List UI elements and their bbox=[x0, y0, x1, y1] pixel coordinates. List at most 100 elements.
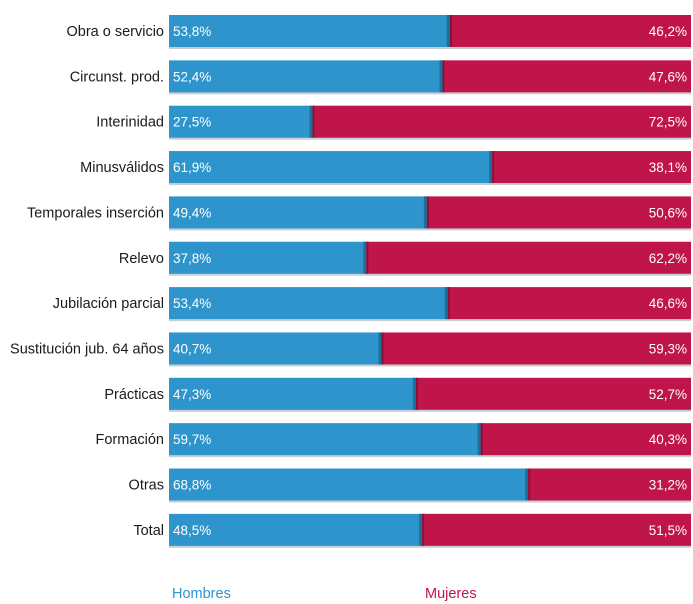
bar-hombres-edge bbox=[419, 513, 423, 546]
bar-hombres-edge bbox=[477, 423, 481, 456]
bar-mujeres bbox=[528, 468, 691, 501]
value-label-mujeres: 72,5% bbox=[649, 115, 687, 130]
value-label-hombres: 27,5% bbox=[173, 115, 211, 130]
bar-mujeres bbox=[312, 105, 691, 138]
value-label-hombres: 53,4% bbox=[173, 296, 211, 311]
bar-mujeres-edge bbox=[312, 105, 315, 138]
value-label-mujeres: 51,5% bbox=[649, 523, 687, 538]
category-label: Total bbox=[133, 523, 164, 539]
bar-hombres bbox=[169, 196, 427, 229]
bar-shadow bbox=[169, 454, 691, 458]
bar-hombres bbox=[169, 377, 416, 410]
category-label: Minusválidos bbox=[80, 160, 164, 176]
bar-hombres-edge bbox=[489, 151, 493, 184]
bar-hombres bbox=[169, 241, 367, 274]
category-label: Jubilación parcial bbox=[53, 296, 164, 312]
bar-row: Interinidad 27,5% 72,5% bbox=[96, 105, 691, 140]
bar-mujeres bbox=[492, 151, 691, 184]
bar-shadow bbox=[169, 499, 691, 503]
bar-shadow bbox=[169, 227, 691, 231]
bar-row: Circunst. prod. 52,4% 47,6% bbox=[70, 60, 691, 95]
bar-row: Sustitución jub. 64 años 40,7% 59,3% bbox=[10, 332, 691, 367]
bar-mujeres-edge bbox=[447, 287, 450, 320]
bar-shadow bbox=[169, 318, 691, 322]
value-label-hombres: 68,8% bbox=[173, 478, 211, 493]
category-label: Prácticas bbox=[104, 387, 164, 403]
value-label-mujeres: 59,3% bbox=[649, 341, 687, 356]
bar-shadow bbox=[169, 544, 691, 548]
legend-label-mujeres: Mujeres bbox=[425, 586, 477, 602]
bar-shadow bbox=[169, 272, 691, 276]
bar-hombres bbox=[169, 105, 313, 138]
bar-hombres-edge bbox=[363, 241, 367, 274]
value-label-mujeres: 50,6% bbox=[649, 205, 687, 220]
bar-mujeres-edge bbox=[442, 60, 445, 93]
legend-label-hombres: Hombres bbox=[172, 586, 231, 602]
bar-mujeres-edge bbox=[381, 332, 384, 365]
bar-mujeres-edge bbox=[366, 241, 369, 274]
bar-row: Obra o servicio 53,8% 46,2% bbox=[66, 15, 691, 49]
value-label-mujeres: 40,3% bbox=[649, 432, 687, 447]
bar-shadow bbox=[169, 363, 691, 367]
bar-hombres-edge bbox=[446, 15, 450, 47]
category-label: Circunst. prod. bbox=[70, 69, 164, 85]
bar-mujeres-edge bbox=[422, 513, 425, 546]
bar-row: Otras 68,8% 31,2% bbox=[129, 468, 691, 503]
bar-mujeres bbox=[449, 15, 691, 47]
bar-row: Relevo 37,8% 62,2% bbox=[119, 241, 691, 276]
bar-hombres bbox=[169, 332, 382, 365]
category-label: Relevo bbox=[119, 251, 164, 267]
bar-shadow bbox=[169, 46, 691, 49]
bar-row: Jubilación parcial 53,4% 46,6% bbox=[53, 287, 691, 322]
bar-mujeres bbox=[442, 60, 691, 93]
category-label: Interinidad bbox=[96, 115, 164, 131]
category-label: Obra o servicio bbox=[66, 24, 164, 40]
bar-hombres bbox=[169, 60, 443, 93]
bar-row: Total 48,5% 51,5% bbox=[133, 513, 691, 548]
bar-mujeres-edge bbox=[426, 196, 429, 229]
value-label-hombres: 49,4% bbox=[173, 205, 211, 220]
bar-mujeres bbox=[422, 513, 691, 546]
value-label-hombres: 59,7% bbox=[173, 432, 211, 447]
bar-mujeres bbox=[447, 287, 691, 320]
category-label: Otras bbox=[129, 478, 164, 494]
bar-mujeres-edge bbox=[528, 468, 531, 501]
bar-mujeres-edge bbox=[480, 423, 483, 456]
bar-hombres bbox=[169, 468, 529, 501]
bar-row: Minusválidos 61,9% 38,1% bbox=[80, 151, 691, 186]
bar-mujeres bbox=[480, 423, 691, 456]
category-label: Formación bbox=[96, 432, 165, 448]
value-label-hombres: 37,8% bbox=[173, 251, 211, 266]
bar-hombres bbox=[169, 513, 423, 546]
bar-hombres-edge bbox=[439, 60, 443, 93]
bar-hombres bbox=[169, 287, 448, 320]
value-label-mujeres: 46,2% bbox=[649, 24, 687, 39]
bar-mujeres bbox=[426, 196, 691, 229]
bar-hombres-edge bbox=[378, 332, 382, 365]
bar-mujeres-edge bbox=[492, 151, 495, 184]
bar-mujeres bbox=[415, 377, 691, 410]
value-label-mujeres: 31,2% bbox=[649, 478, 687, 493]
bar-shadow bbox=[169, 136, 691, 140]
value-label-hombres: 40,7% bbox=[173, 341, 211, 356]
bar-mujeres-edge bbox=[449, 15, 452, 47]
bar-hombres-edge bbox=[525, 468, 529, 501]
bar-shadow bbox=[169, 182, 691, 186]
bar-hombres bbox=[169, 423, 481, 456]
bar-mujeres bbox=[366, 241, 691, 274]
value-label-mujeres: 52,7% bbox=[649, 387, 687, 402]
bar-row: Temporales inserción 49,4% 50,6% bbox=[27, 196, 691, 231]
bar-hombres-edge bbox=[309, 105, 313, 138]
bar-shadow bbox=[169, 408, 691, 412]
value-label-hombres: 61,9% bbox=[173, 160, 211, 175]
bar-hombres-edge bbox=[412, 377, 416, 410]
legend: Hombres Mujeres bbox=[172, 586, 477, 602]
bar-row: Formación 59,7% 40,3% bbox=[96, 423, 691, 458]
value-label-mujeres: 46,6% bbox=[649, 296, 687, 311]
bar-hombres-edge bbox=[444, 287, 448, 320]
value-label-hombres: 47,3% bbox=[173, 387, 211, 402]
value-label-hombres: 53,8% bbox=[173, 24, 211, 39]
bar-hombres bbox=[169, 15, 450, 47]
value-label-mujeres: 62,2% bbox=[649, 251, 687, 266]
